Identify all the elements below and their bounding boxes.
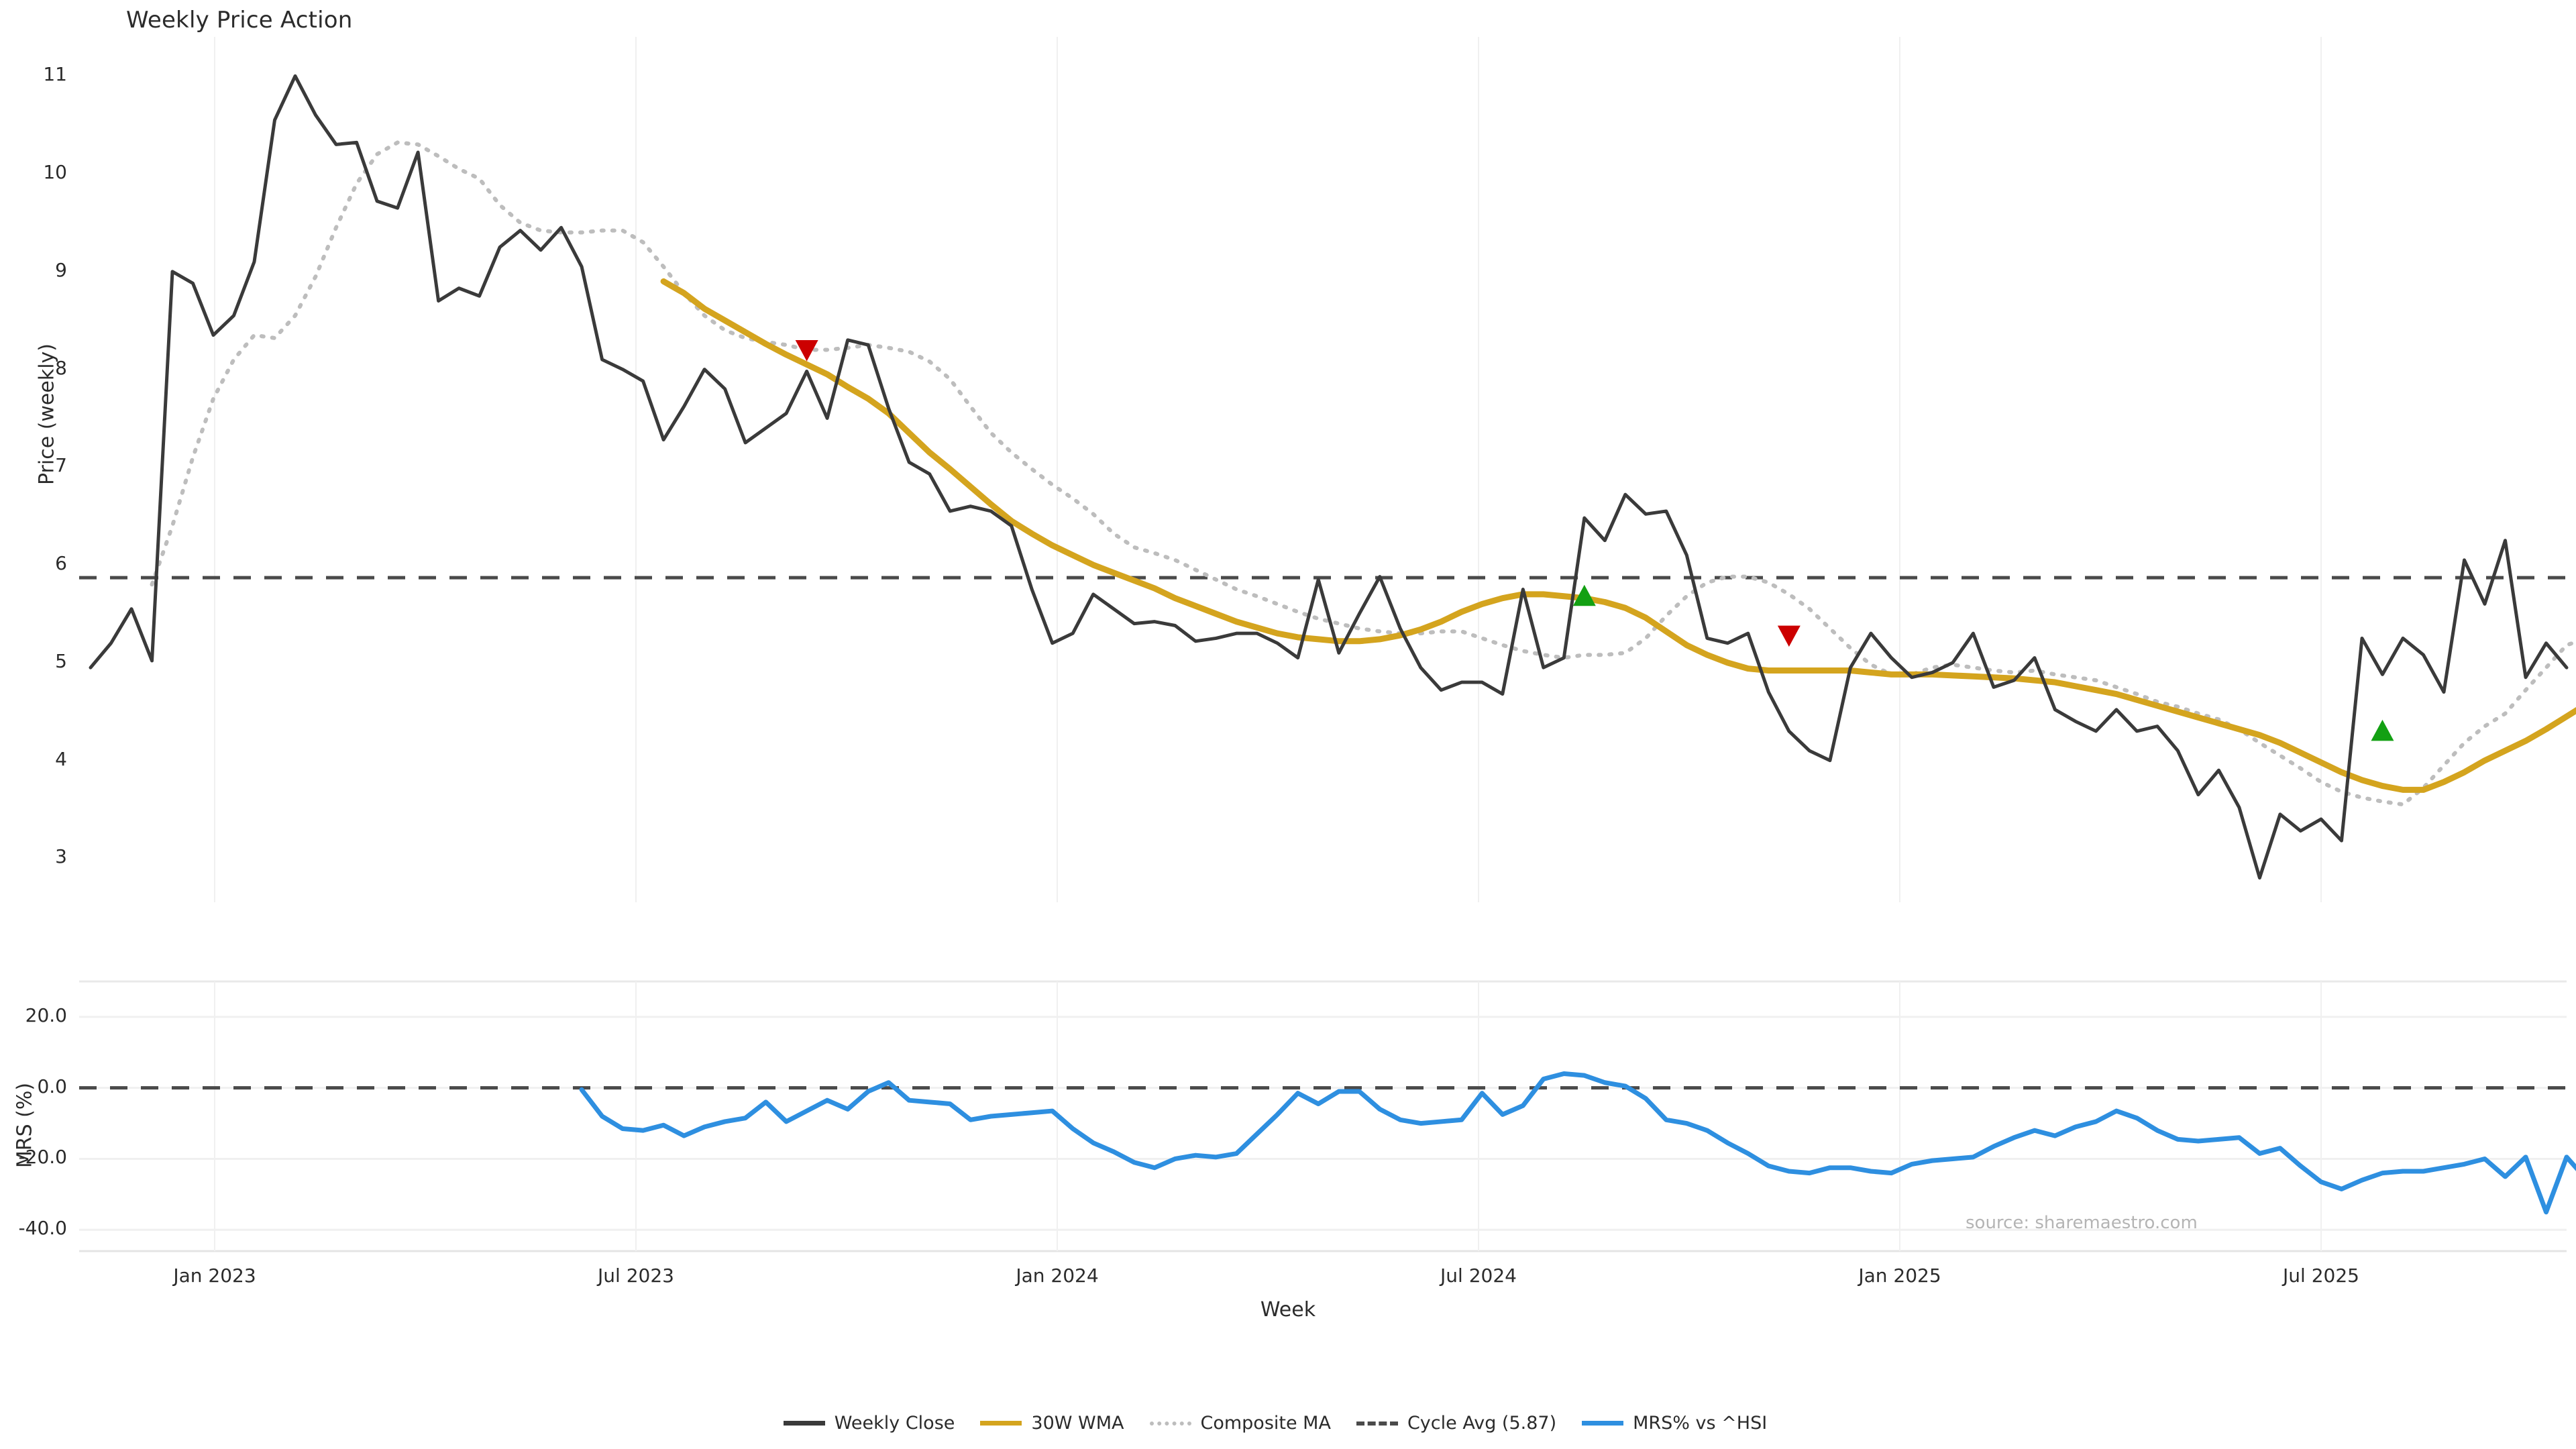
sell-marker-0	[795, 339, 818, 362]
price-ytick-5: 5	[55, 649, 67, 672]
xtick-2: Jan 2024	[1016, 1265, 1099, 1287]
mrs-line	[579, 1071, 2576, 1215]
legend-label: 30W WMA	[1031, 1413, 1124, 1434]
price-panel-bg	[79, 37, 2567, 902]
page-title: Weekly Price Action	[126, 7, 353, 34]
price-ytick-10: 10	[43, 161, 67, 184]
mrs-ytick-neg40.0: -40.0	[18, 1217, 67, 1240]
source-watermark: source: sharemaestro.com	[1966, 1213, 2198, 1233]
price-ytick-3: 3	[55, 845, 67, 868]
xtick-4: Jan 2025	[1858, 1265, 1941, 1287]
xtick-1: Jul 2023	[598, 1265, 674, 1287]
price-ytick-4: 4	[55, 747, 67, 770]
buy-marker-1	[1572, 584, 1596, 606]
price-ytick-8: 8	[55, 356, 67, 379]
mrs-panel-bg	[79, 981, 2567, 1251]
legend-label: Cycle Avg (5.87)	[1407, 1413, 1557, 1434]
price-ytick-9: 9	[55, 258, 67, 281]
x-axis-label: Week	[1260, 1298, 1316, 1322]
legend-item-3[interactable]: Cycle Avg (5.87)	[1356, 1413, 1556, 1434]
buy-marker-3	[2371, 719, 2394, 741]
legend-swatch-icon	[783, 1421, 825, 1426]
legend-label: Composite MA	[1200, 1413, 1331, 1434]
legend-swatch-icon	[1582, 1421, 1624, 1426]
legend-item-4[interactable]: MRS% vs ^HSI	[1582, 1413, 1767, 1434]
legend-swatch-icon	[1149, 1421, 1191, 1426]
mrs-ytick-neg20.0: -20.0	[18, 1146, 67, 1169]
legend-label: MRS% vs ^HSI	[1633, 1413, 1768, 1434]
xtick-5: Jul 2025	[2283, 1265, 2359, 1287]
mrs-ytick-0.0: 0.0	[37, 1075, 67, 1097]
legend-swatch-icon	[1356, 1421, 1398, 1426]
weekly-close-line	[89, 74, 2569, 880]
price-ytick-11: 11	[43, 63, 67, 86]
price-ytick-7: 7	[55, 454, 67, 477]
legend-label: Weekly Close	[834, 1413, 955, 1434]
xtick-0: Jan 2023	[173, 1265, 256, 1287]
mrs-ytick-20.0: 20.0	[25, 1004, 67, 1026]
sell-marker-2	[1777, 625, 1801, 647]
composite-ma-line	[150, 140, 2576, 807]
price-ytick-6: 6	[55, 552, 67, 575]
chart-legend: Weekly Close 30W WMA Composite MA Cycle Avg…	[0, 1413, 2576, 1434]
legend-item-1[interactable]: 30W WMA	[980, 1413, 1124, 1434]
xtick-3: Jul 2024	[1440, 1265, 1517, 1287]
legend-item-2[interactable]: Composite MA	[1149, 1413, 1331, 1434]
legend-item-0[interactable]: Weekly Close	[783, 1413, 955, 1434]
legend-swatch-icon	[980, 1421, 1022, 1426]
wma-line	[660, 278, 2576, 793]
